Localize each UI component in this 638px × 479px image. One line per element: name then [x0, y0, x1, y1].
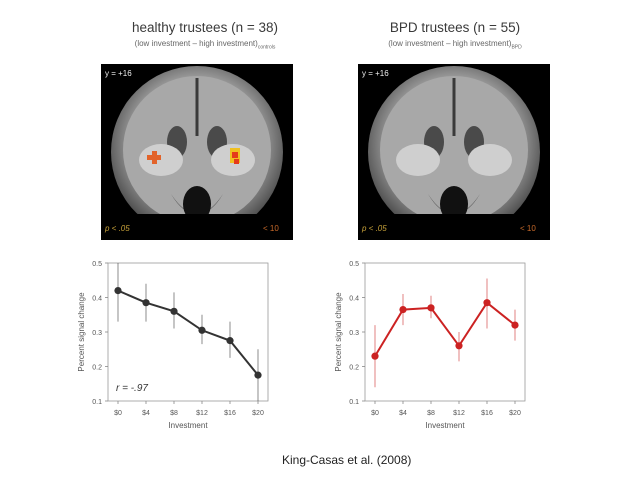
series-line — [374, 301, 516, 357]
y-tick-label: 0.1 — [349, 399, 359, 406]
data-point — [170, 307, 178, 315]
data-point — [399, 305, 407, 314]
data-point — [371, 352, 379, 360]
x-tick-label: $4 — [142, 410, 150, 417]
x-tick-label: $0 — [371, 410, 379, 417]
x-tick-label: $4 — [399, 410, 407, 417]
plot-frame — [107, 262, 269, 402]
y-tick-label: 0.4 — [92, 296, 102, 303]
data-point — [114, 287, 122, 295]
x-tick-label: $8 — [170, 410, 178, 417]
left-p-threshold: p < .05 — [105, 224, 130, 233]
left-subtitle-text: (low investment – high investment) — [134, 39, 258, 48]
x-tick-label: $12 — [196, 410, 208, 417]
data-point — [483, 299, 491, 307]
left-scale-label: < 10 — [263, 224, 279, 233]
y-tick-label: 0.3 — [349, 330, 359, 337]
correlation-annotation: r = -.97 — [116, 383, 148, 394]
data-point — [198, 326, 206, 334]
x-tick-label: $8 — [427, 410, 435, 417]
x-axis-label: Investment — [425, 421, 465, 430]
right-coord-label: y = +16 — [362, 69, 389, 78]
right-brain-image — [358, 66, 550, 240]
y-axis-label: Percent signal change — [334, 292, 343, 372]
data-point — [142, 299, 150, 307]
data-point — [455, 342, 463, 350]
y-tick-label: 0.2 — [349, 365, 359, 372]
series-line — [117, 289, 259, 376]
left-panel-title: healthy trustees (n = 38) — [132, 20, 278, 35]
x-tick-label: $16 — [224, 410, 236, 417]
left-subtitle-sub: controls — [257, 44, 276, 51]
x-axis-label: Investment — [168, 421, 208, 430]
y-tick-label: 0.5 — [92, 261, 102, 268]
data-point — [511, 321, 519, 329]
right-subtitle-sub: BPD — [511, 44, 522, 51]
right-subtitle-text: (low investment – high investment) — [388, 39, 512, 48]
citation: King-Casas et al. (2008) — [282, 453, 412, 467]
right-panel-title: BPD trustees (n = 55) — [389, 20, 521, 35]
data-point — [427, 304, 435, 312]
y-tick-label: 0.4 — [349, 296, 359, 303]
left-coord-label: y = +16 — [105, 69, 132, 78]
right-brain-scan: y = +16 p < .05 < 10 — [358, 64, 550, 240]
x-tick-label: $16 — [481, 410, 493, 417]
right-scale-label: < 10 — [520, 224, 536, 233]
y-axis-label: Percent signal change — [77, 292, 86, 372]
y-tick-label: 0.1 — [92, 399, 102, 406]
left-brain-scan: y = +16 p < .05 < 10 — [101, 64, 293, 240]
data-point — [226, 337, 234, 345]
y-tick-label: 0.2 — [92, 365, 102, 372]
right-p-threshold: p < .05 — [362, 224, 387, 233]
x-tick-label: $20 — [509, 410, 521, 417]
right-panel-subtitle: (low investment – high investment)BPD — [355, 39, 555, 51]
y-tick-label: 0.3 — [92, 330, 102, 337]
left-panel-subtitle: (low investment – high investment)contro… — [100, 39, 310, 51]
x-tick-label: $0 — [114, 410, 122, 417]
left-signal-chart: 0.1 0.2 0.3 0.4 0.5 $0 $4 $8 $12 $16 $20 Investment… — [77, 261, 269, 430]
x-tick-label: $12 — [453, 410, 465, 417]
data-point — [254, 371, 262, 379]
right-signal-chart: 0.1 0.2 0.3 0.4 0.5 $0 $4 $8 $12 $16 $20 Investment… — [334, 261, 526, 430]
x-tick-label: $20 — [252, 410, 264, 417]
y-tick-label: 0.5 — [349, 261, 359, 268]
left-brain-image — [101, 66, 293, 240]
